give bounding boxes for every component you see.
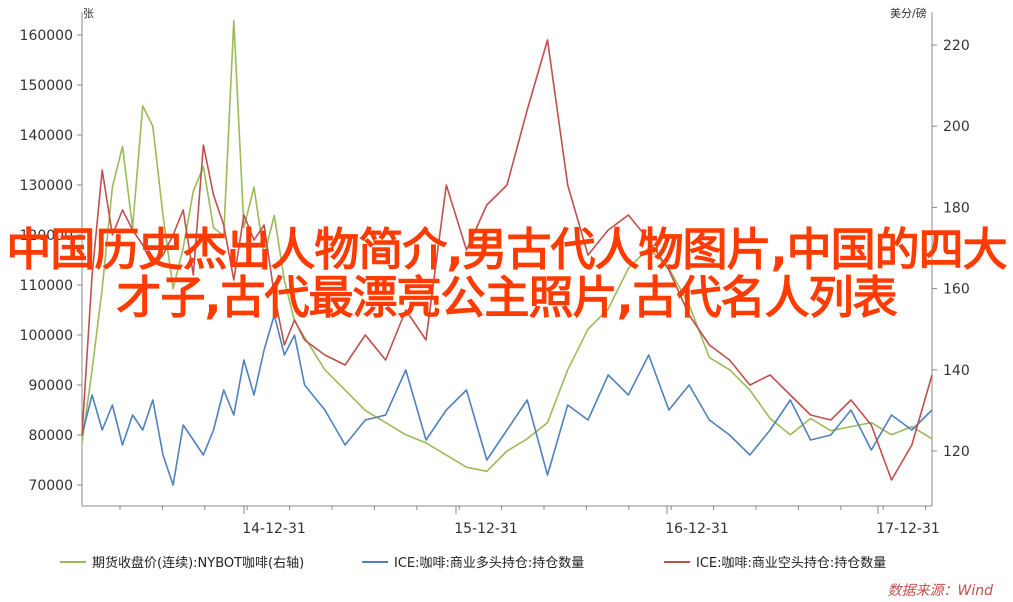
legend-item-long-positions[interactable]: ICE:咖啡:商业多头持仓:持仓数量 (362, 552, 584, 571)
legend-label: ICE:咖啡:商业空头持仓:持仓数量 (696, 556, 887, 571)
left-tick-label: 130000 (20, 178, 73, 194)
left-tick-label: 110000 (20, 278, 73, 294)
left-tick-label: 160000 (20, 28, 73, 44)
right-tick-label: 180 (943, 200, 970, 216)
left-tick-label: 70000 (28, 478, 73, 494)
legend-swatch-green (60, 560, 86, 563)
x-tick-label: 17-12-31 (876, 521, 940, 537)
axes: 70000 80000 90000 100000 110000 120000 130000 1… (20, 12, 970, 537)
source-note: 数据来源：Wind (887, 583, 994, 599)
left-tick-label: 100000 (20, 328, 73, 344)
left-tick-label: 80000 (28, 428, 73, 444)
x-tick-label: 14-12-31 (242, 521, 306, 537)
left-tick-label: 140000 (20, 128, 73, 144)
legend-swatch-blue (362, 560, 388, 563)
right-tick-label: 120 (943, 444, 970, 460)
legend-label: ICE:咖啡:商业多头持仓:持仓数量 (394, 556, 585, 571)
series-layer (81, 19, 933, 486)
legend-item-coffee-futures[interactable]: 期货收盘价(连续):NYBOT咖啡(右轴) (60, 552, 304, 571)
legend: 期货收盘价(连续):NYBOT咖啡(右轴) ICE:咖啡:商业多头持仓:持仓数量… (0, 552, 1013, 574)
right-tick-label: 140 (943, 363, 970, 379)
series-line-0 (81, 19, 933, 473)
legend-swatch-red (664, 560, 690, 563)
left-tick-label: 90000 (28, 378, 73, 394)
legend-label: 期货收盘价(连续):NYBOT咖啡(右轴) (92, 556, 305, 571)
x-tick-label: 15-12-31 (454, 521, 518, 537)
left-axis-unit: 张 (83, 7, 94, 20)
legend-item-short-positions[interactable]: ICE:咖啡:商业空头持仓:持仓数量 (664, 552, 886, 571)
x-tick-label: 16-12-31 (665, 521, 729, 537)
right-tick-label: 200 (943, 119, 970, 135)
left-tick-label: 120000 (20, 228, 73, 244)
right-tick-label: 220 (943, 38, 970, 54)
right-tick-label: 160 (943, 282, 970, 298)
right-axis-unit: 美分/磅 (890, 6, 927, 20)
left-tick-label: 150000 (20, 78, 73, 94)
series-line-2 (81, 39, 933, 481)
series-line-1 (81, 314, 933, 486)
